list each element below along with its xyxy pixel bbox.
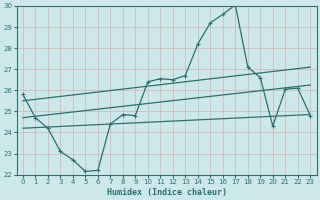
X-axis label: Humidex (Indice chaleur): Humidex (Indice chaleur): [107, 188, 227, 197]
